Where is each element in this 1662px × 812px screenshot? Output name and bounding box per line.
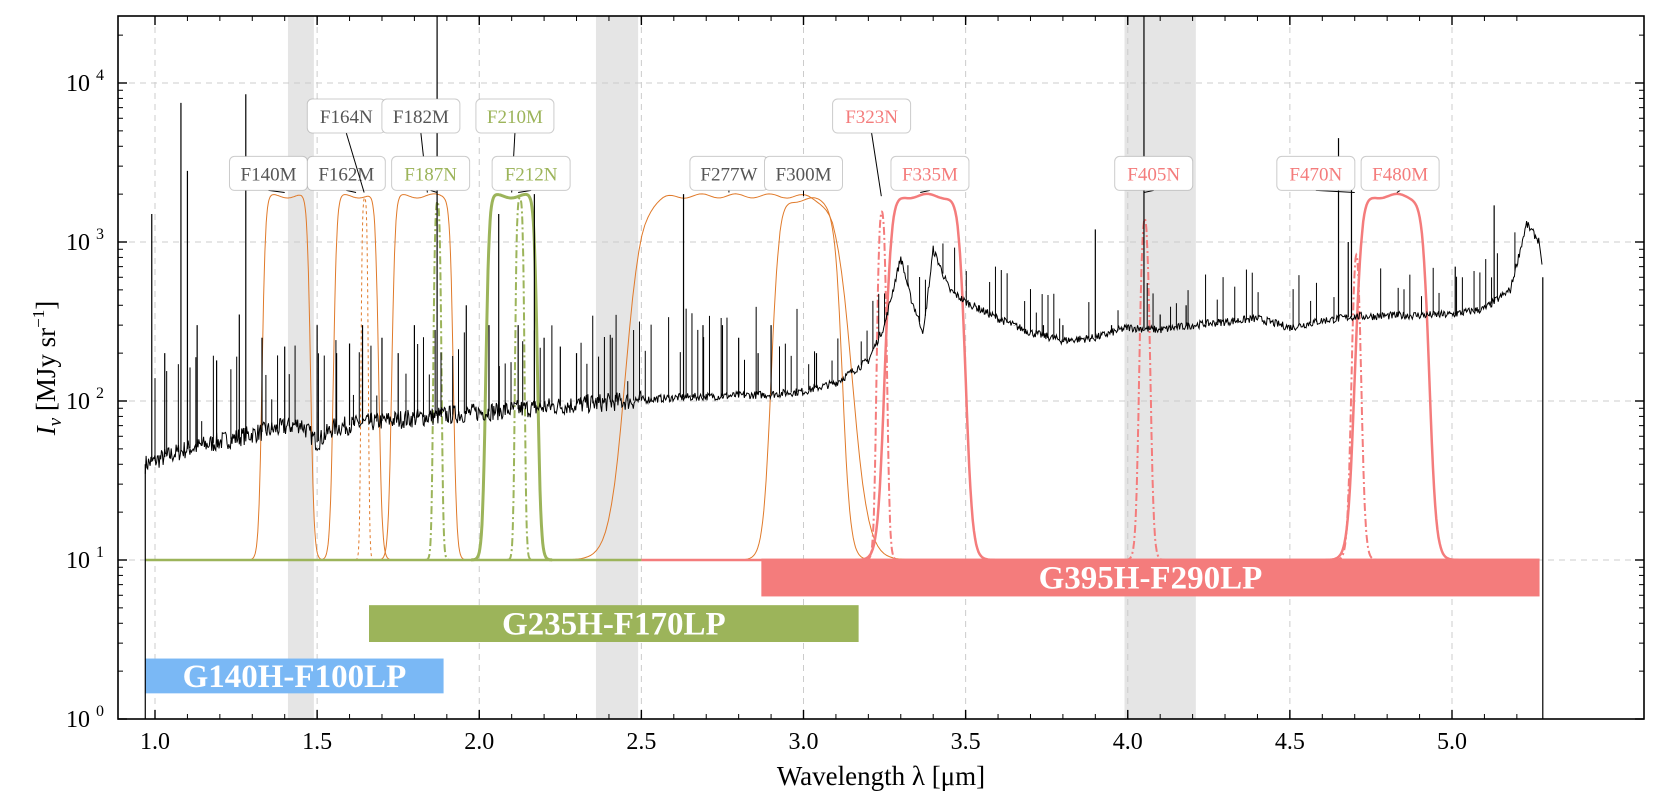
filter-label-box [890, 155, 970, 191]
filter-curve [855, 192, 995, 562]
y-tick-exponent: 0 [96, 703, 104, 720]
plot-frame [117, 15, 1645, 720]
filter-label: F300M [776, 164, 832, 185]
filter-curve [1124, 217, 1165, 561]
y-tick-label: 10 [66, 71, 90, 97]
x-tick-label: 3.5 [951, 729, 981, 755]
filter-curve [425, 200, 450, 561]
filter-label-box [475, 98, 555, 134]
x-tick-label: 5.0 [1437, 729, 1467, 755]
filter-label: F164N [320, 107, 373, 128]
filter-curve [471, 192, 553, 562]
grating-band-label: G140H-F100LP [183, 659, 407, 695]
filter-label-box [832, 98, 912, 134]
y-axis-title: Iν [MJy sr−1] [29, 301, 66, 437]
x-tick-label: 4.0 [1113, 729, 1143, 755]
filter-curve [377, 193, 468, 561]
filter-label-box [391, 155, 471, 191]
filter-leader-line [345, 132, 365, 193]
filter-label: F335M [902, 164, 958, 185]
filter-curve [355, 197, 375, 561]
filter-curve [737, 197, 877, 561]
filter-curve [1325, 192, 1459, 562]
filter-curve [247, 194, 326, 561]
y-tick-exponent: 4 [96, 67, 104, 84]
y-axis-superscript: −1 [29, 310, 48, 328]
filter-label-box [764, 155, 843, 191]
grating-band-label: G395H-F290LP [1039, 561, 1263, 597]
grating-band [145, 658, 444, 694]
y-tick-label: 10 [66, 389, 90, 415]
x-tick-label: 1.0 [140, 729, 170, 755]
x-tick-label: 3.0 [789, 729, 819, 755]
detector-gap-layer [287, 16, 1196, 719]
detector-gap [1124, 16, 1196, 719]
filter-label-box [491, 155, 571, 191]
filter-label-box [1360, 155, 1440, 191]
y-tick-exponent: 1 [96, 544, 104, 561]
filter-curve [1334, 252, 1379, 561]
filter-label: F182M [393, 107, 449, 128]
grating-band [369, 605, 859, 642]
filter-curve-layer [145, 192, 1540, 562]
filter-label: F323N [845, 107, 898, 128]
x-tick-label: 4.5 [1275, 729, 1305, 755]
x-axis-title: Wavelength λ [μm] [777, 761, 985, 791]
filter-label: F480M [1372, 164, 1428, 185]
filter-label: F162M [318, 164, 374, 185]
filter-label: F470N [1289, 164, 1342, 185]
filter-label: F140M [241, 164, 297, 185]
spectrum-layer [144, 16, 1544, 719]
filter-label-box [306, 155, 386, 191]
filter-label-box [1276, 155, 1356, 191]
y-tick-exponent: 3 [96, 226, 104, 243]
y-axis-symbol: I [31, 424, 61, 436]
x-tick-label: 2.5 [626, 729, 656, 755]
spectrum-continuum [144, 221, 1543, 474]
y-tick-label: 10 [66, 548, 90, 574]
filter-label: F187N [404, 164, 457, 185]
filter-label: F277W [700, 164, 757, 185]
grating-band-label: G235H-F170LP [502, 607, 726, 643]
grating-band-layer [145, 558, 1540, 694]
filter-curve [864, 210, 899, 561]
filter-label: F212N [505, 164, 558, 185]
x-tick-label: 1.5 [302, 729, 332, 755]
y-axis-unit: [MJy sr [31, 328, 61, 418]
y-axis-close: ] [31, 301, 61, 310]
y-tick-label: 10 [66, 707, 90, 733]
y-tick-label: 10 [66, 230, 90, 256]
filter-leader-line [871, 132, 882, 197]
y-tick-exponent: 2 [96, 385, 104, 402]
filter-label: F405N [1127, 164, 1180, 185]
axis-ticks: 1.0 1.5 2.0 2.5 3.0 3.5 4.0 4.5 5.010 010 110 210 31… [66, 16, 1644, 755]
filter-curve [557, 193, 921, 561]
filter-label-box [381, 98, 461, 134]
filter-curve [507, 196, 533, 561]
grating-band [761, 558, 1540, 597]
grating-label-layer: G140H-F100LP G235H-F170LP G395H-F290LP [183, 561, 1263, 695]
detector-gap [287, 16, 314, 719]
y-axis-subscript: ν [45, 417, 66, 426]
x-tick-label: 2.0 [464, 729, 494, 755]
detector-gap [595, 16, 639, 719]
filter-label: F210M [487, 107, 543, 128]
filter-label-box [1114, 155, 1194, 191]
filter-label-layer: F140M F162M F164N F182M F187N F210M F212N F277W… [228, 98, 1440, 197]
filter-curve [318, 194, 394, 561]
